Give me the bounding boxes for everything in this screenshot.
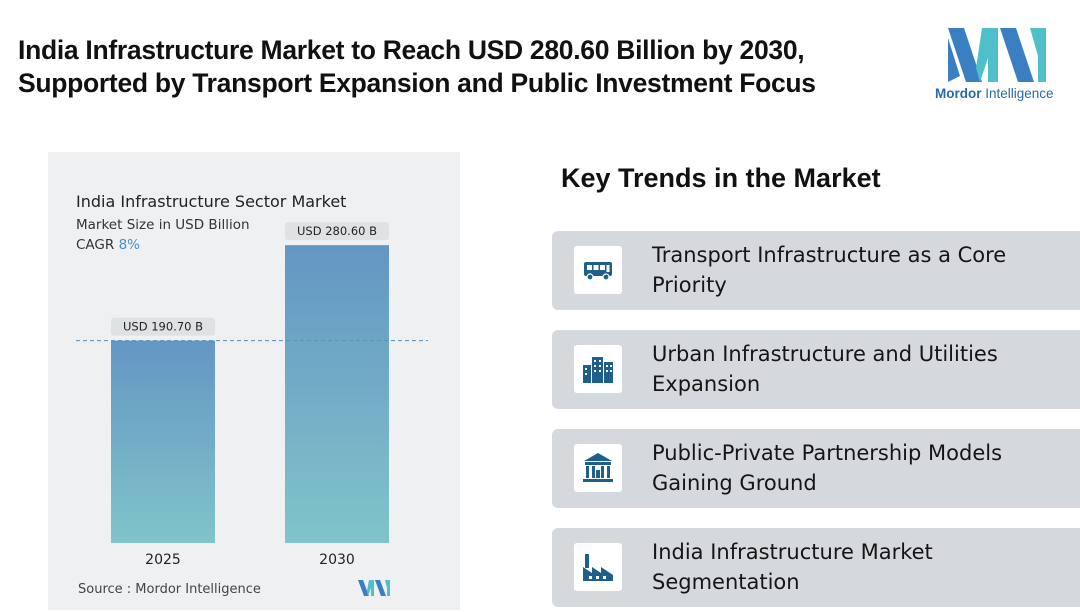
bar-chart: USD 190.70 B 2025 USD 280.60 B 2030 [76,222,428,568]
bar-2030 [285,245,389,543]
source-logo-icon [358,580,390,596]
x-tick-label-2025: 2025 [145,552,181,568]
page-title: India Infrastructure Market to Reach USD… [18,34,898,100]
bar-2025 [111,340,215,543]
key-trends-title: Key Trends in the Market [561,163,881,193]
logo-mark-icon [948,28,1046,82]
trend-icon-box [574,246,622,294]
buildings-icon [583,357,613,383]
bus-icon [584,262,612,281]
chart-cagr: CAGR 8% [76,237,140,253]
trend-icon-box [574,543,622,591]
page-title-line-2: Supported by Transport Expansion and Pub… [18,68,816,98]
logo-wordmark: Mordor Intelligence [935,86,1054,101]
trend-label: India Infrastructure Market Segmentation [652,540,933,594]
cagr-value: 8% [118,237,140,253]
mordor-intelligence-logo: Mordor Intelligence [935,28,1060,108]
x-tick-label-2030: 2030 [319,552,355,568]
trend-icon-box [574,345,622,393]
chart-title: India Infrastructure Sector Market [76,192,347,211]
trend-icon-box [574,444,622,492]
trend-card-ppp: Public-Private Partnership Models Gainin… [552,429,1080,508]
data-label-bg-2025 [111,317,215,336]
data-label-2030: USD 280.60 B [297,224,377,238]
factory-icon [583,554,613,581]
government-building-icon [583,453,613,482]
trend-card-urban: Urban Infrastructure and Utilities Expan… [552,330,1080,409]
cagr-label: CAGR [76,237,115,253]
data-label-2025: USD 190.70 B [123,320,203,334]
trend-label: Public-Private Partnership Models Gainin… [652,441,1003,495]
data-label-bg-2030 [285,222,389,241]
chart-panel: India Infrastructure Sector Market Marke… [48,152,460,610]
trend-label: Urban Infrastructure and Utilities Expan… [652,342,998,396]
chart-subtitle: Market Size in USD Billion [76,217,250,233]
page-title-line-1: India Infrastructure Market to Reach USD… [18,35,805,65]
trend-card-transport: Transport Infrastructure as a Core Prior… [552,231,1080,310]
chart-source: Source : Mordor Intelligence [78,582,261,597]
trend-label: Transport Infrastructure as a Core Prior… [652,243,1007,297]
trend-card-segmentation: India Infrastructure Market Segmentation [552,528,1080,607]
